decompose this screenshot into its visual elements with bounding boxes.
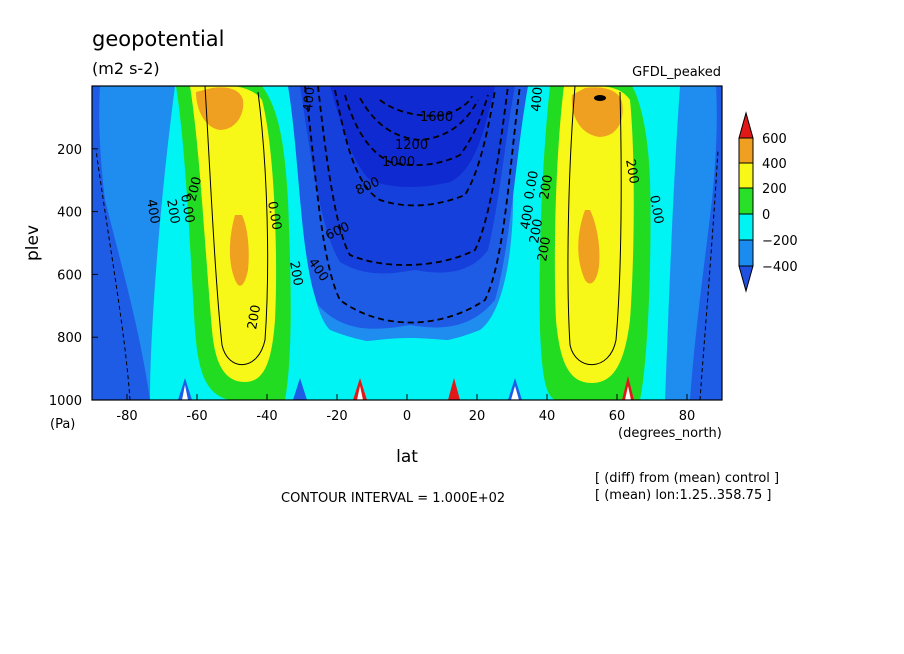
contour-east-minus200 xyxy=(699,149,719,400)
x-axis-title: lat xyxy=(396,447,418,467)
contour-label-22: 0.00 xyxy=(522,170,542,201)
north-upper-max xyxy=(571,87,623,137)
colorbar-cell-minus200-0 xyxy=(738,213,754,241)
x-tick-label: -20 xyxy=(326,409,347,424)
contour-label-14: 200 xyxy=(245,304,264,331)
colorbar-label-400: 400 xyxy=(762,157,787,172)
x-tick-label: 80 xyxy=(679,409,696,424)
band-west-edge xyxy=(92,86,150,400)
x-axis: -80 -60 -40 -20 0 20 40 60 80 xyxy=(116,394,695,424)
contour-minus1600 xyxy=(379,95,473,117)
band-le-minus1200 xyxy=(330,86,495,187)
contour-label-11: 200 xyxy=(163,198,182,225)
contour-label-15: 200 xyxy=(622,158,641,185)
colorbar-label-600: 600 xyxy=(762,132,787,147)
contour-label-3: 1000 xyxy=(382,155,415,170)
contour-label-19: 0.00 xyxy=(177,193,197,224)
x-tick-label: -80 xyxy=(116,409,137,424)
note-diff: [ (diff) from (mean) control ] xyxy=(595,471,779,486)
contour-label-17: 200 xyxy=(527,218,546,245)
colorbar-label-minus400: −400 xyxy=(762,260,798,275)
contour-label-13: 200 xyxy=(286,260,305,287)
spike-2 xyxy=(293,378,307,400)
contour-label-7: 400 xyxy=(301,86,318,112)
contour-label-1: 1600 xyxy=(420,110,453,125)
y-tick-label: 400 xyxy=(57,206,82,221)
contour-label-9: 400 xyxy=(143,198,162,225)
contour-label-12: 200 xyxy=(184,175,205,203)
contour-south-300 xyxy=(204,86,269,366)
colorbar-label-0: 0 xyxy=(762,208,770,223)
spike-3-core xyxy=(357,386,363,400)
contour-minus400 xyxy=(304,86,521,324)
x-tick-label: 60 xyxy=(609,409,626,424)
contour-lines xyxy=(95,86,719,400)
contour-label-8: 400 xyxy=(529,86,546,112)
y-tick-label: 1000 xyxy=(49,394,82,409)
south-upper-max xyxy=(196,87,244,130)
spike-5-core xyxy=(511,386,519,400)
colorbar-cell-0-200 xyxy=(738,187,754,215)
band-east-edge xyxy=(690,86,722,400)
colorbar-lower-arrow xyxy=(738,265,754,293)
contour-minus800 xyxy=(334,89,496,207)
contour-west-minus200 xyxy=(95,149,131,400)
contour-interval-text: CONTOUR INTERVAL = 1.000E+02 xyxy=(281,491,505,506)
contour-label-2: 1200 xyxy=(395,138,428,153)
contour-label-21: 0.00 xyxy=(646,194,666,225)
x-tick-label: 40 xyxy=(539,409,556,424)
colorbar-label-200: 200 xyxy=(762,182,787,197)
south-jet-core xyxy=(229,215,249,286)
contour-minus1200 xyxy=(359,97,479,141)
band-surface-cyan xyxy=(300,338,530,400)
y-axis: 200 400 600 800 1000 xyxy=(49,143,98,409)
contour-labels: 1600 1200 1000 800 600 400 400 400 400 4… xyxy=(143,86,666,330)
colorbar-cell-200-400 xyxy=(738,162,754,189)
contour-label-10: 400 xyxy=(518,204,537,231)
north-upper-peak-600 xyxy=(594,95,606,101)
colorbar-upper-arrow xyxy=(738,111,754,139)
contour-north-300 xyxy=(567,86,622,366)
y-tick-label: 200 xyxy=(57,143,82,158)
contour-label-18: 200 xyxy=(537,174,556,201)
colorbar-cell-400-600 xyxy=(738,137,754,164)
spike-1-core xyxy=(182,385,188,400)
note-mean: [ (mean) lon:1.25..358.75 ] xyxy=(595,488,771,503)
x-tick-label: 0 xyxy=(403,409,411,424)
spike-6-core xyxy=(625,386,631,400)
y-tick-label: 800 xyxy=(57,331,82,346)
contour-label-16: 200 xyxy=(535,236,554,263)
contour-minus600 xyxy=(317,86,509,266)
x-tick-label: -60 xyxy=(186,409,207,424)
x-tick-label: -40 xyxy=(256,409,277,424)
contour-label-20: 0.00 xyxy=(264,200,284,231)
x-tick-label: 20 xyxy=(469,409,486,424)
chart-title: geopotential xyxy=(92,27,225,51)
colorbar-label-minus200: −200 xyxy=(762,234,798,249)
north-jet-core xyxy=(578,210,600,284)
spike-4 xyxy=(448,378,460,400)
colorbar: 600 400 200 0 −200 −400 xyxy=(738,111,798,293)
colorbar-cell-minus400-minus200 xyxy=(738,239,754,267)
y-units-label: (Pa) xyxy=(50,417,75,432)
x-units-label: (degrees_north) xyxy=(618,426,722,441)
y-tick-label: 600 xyxy=(57,268,82,283)
y-axis-title: plev xyxy=(23,225,43,261)
chart-units: (m2 s-2) xyxy=(92,59,160,78)
dataset-label: GFDL_peaked xyxy=(632,65,721,80)
contour-plot-area: 1600 1200 1000 800 600 400 400 400 400 4… xyxy=(92,86,722,400)
